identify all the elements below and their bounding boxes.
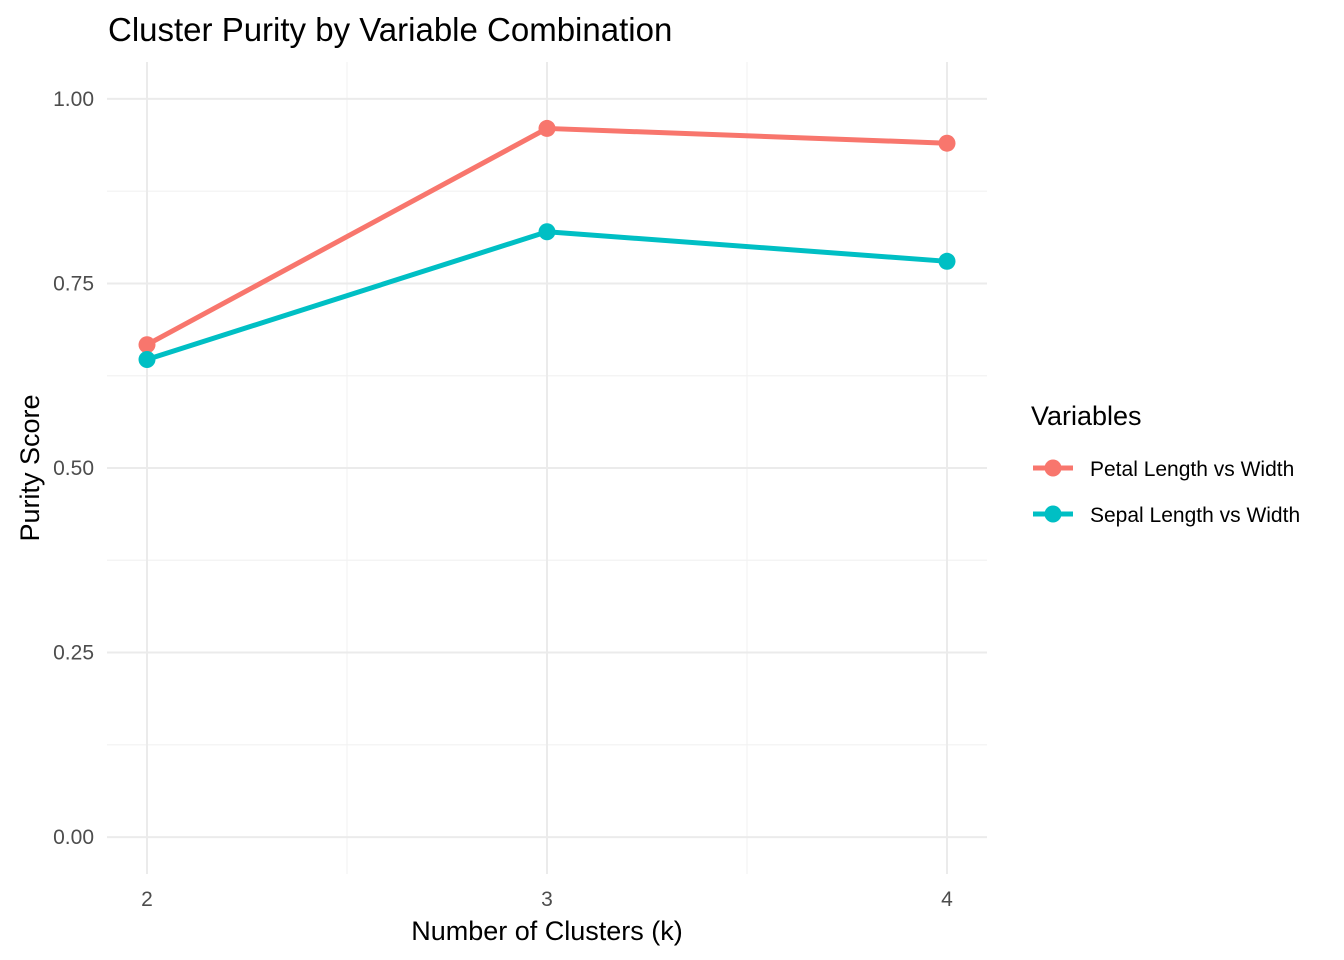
legend-label: Sepal Length vs Width	[1090, 504, 1300, 527]
x-tick-label: 2	[141, 888, 153, 911]
legend-key-point	[1044, 505, 1062, 523]
legend-label: Petal Length vs Width	[1090, 458, 1294, 481]
grid-lines	[107, 62, 987, 874]
y-axis-title: Purity Score	[15, 394, 45, 541]
y-tick-label: 0.00	[53, 826, 94, 849]
y-tick-label: 0.75	[53, 272, 94, 295]
y-tick-label: 0.50	[53, 457, 94, 480]
x-tick-label: 4	[941, 888, 953, 911]
y-tick-label: 1.00	[53, 88, 94, 111]
legend-key-point	[1044, 459, 1062, 477]
data-point	[938, 252, 956, 270]
y-tick-label: 0.25	[53, 642, 94, 665]
data-point	[138, 336, 156, 354]
x-axis-title: Number of Clusters (k)	[411, 916, 683, 946]
series-lines	[138, 119, 956, 368]
data-point	[938, 134, 956, 152]
tick-labels: 0.00 0.25 0.50 0.75 1.00 2 3 4	[53, 88, 953, 911]
chart-title: Cluster Purity by Variable Combination	[108, 11, 672, 48]
data-point	[538, 119, 556, 137]
legend-items: Petal Length vs Width Sepal Length vs Wid…	[1033, 458, 1300, 527]
legend: Variables Petal Length vs Width Sepal Len…	[1031, 401, 1300, 527]
data-point	[138, 350, 156, 368]
data-point	[538, 223, 556, 241]
legend-title: Variables	[1031, 401, 1142, 431]
x-tick-label: 3	[541, 888, 553, 911]
